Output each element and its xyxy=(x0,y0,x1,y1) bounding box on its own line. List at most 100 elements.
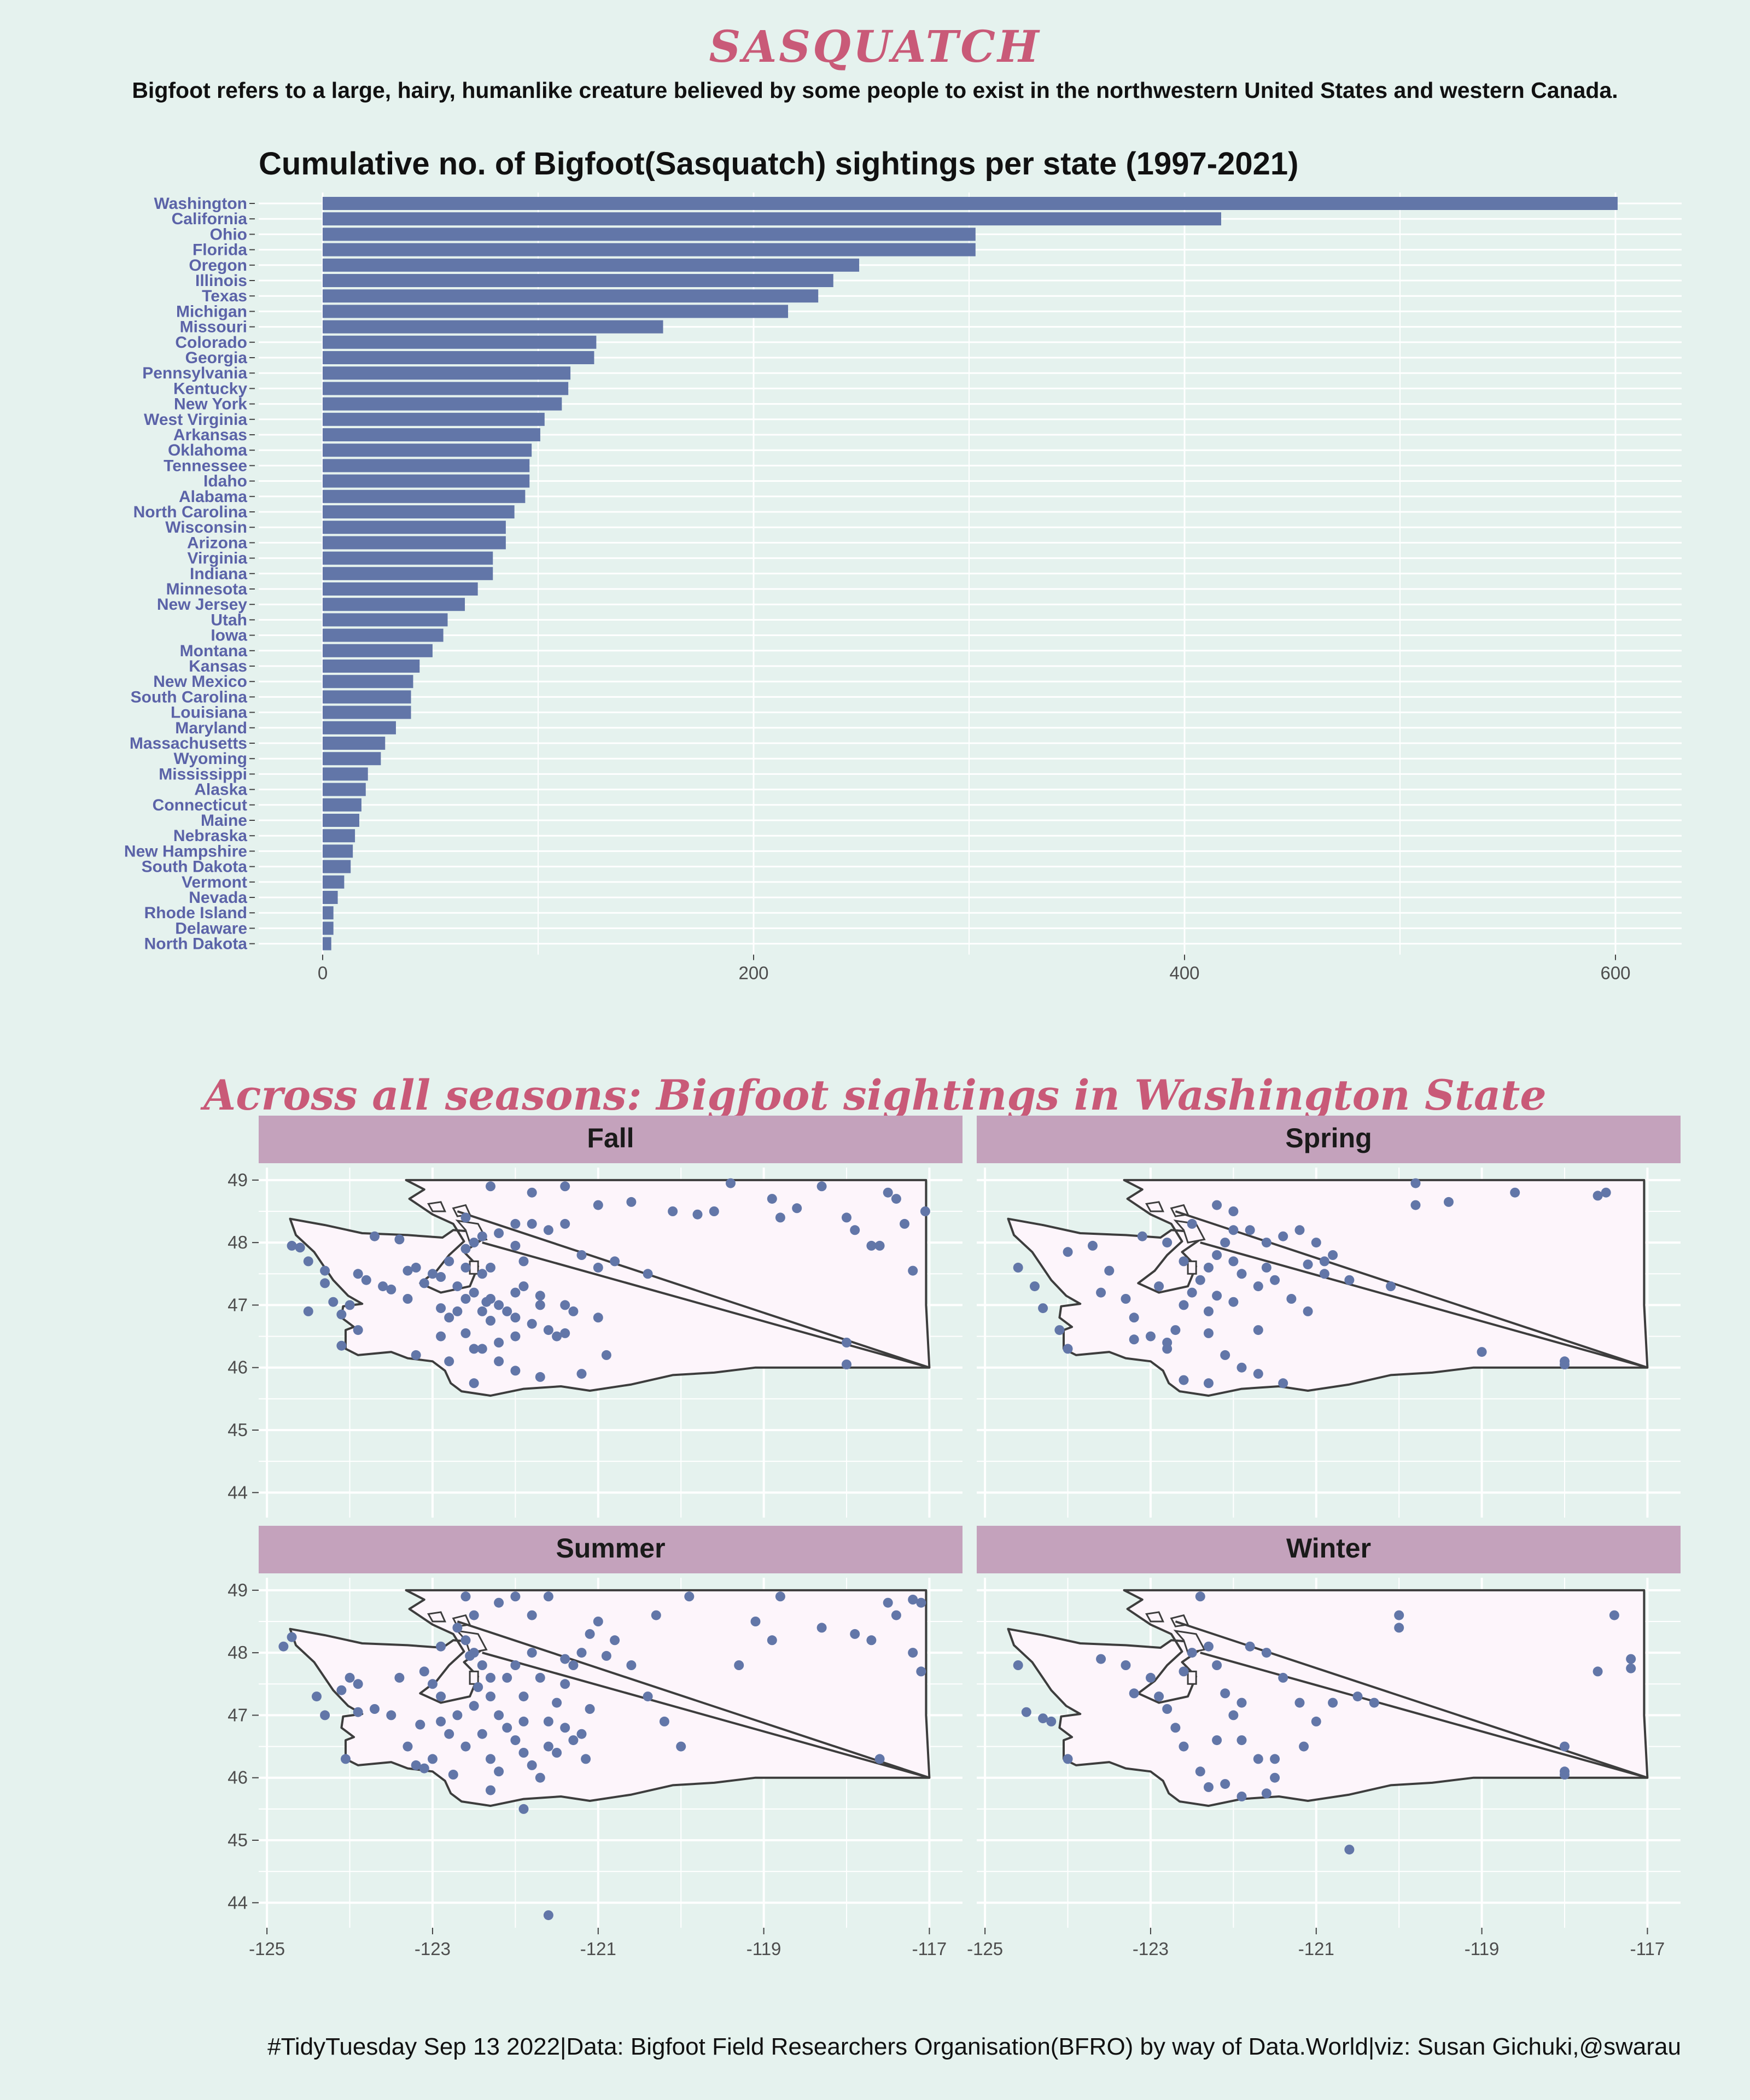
sighting-point xyxy=(900,1218,909,1229)
sighting-point xyxy=(386,1710,396,1720)
sighting-point xyxy=(1154,1281,1164,1292)
sighting-point xyxy=(816,1181,827,1192)
island-outline xyxy=(469,1670,479,1685)
sighting-point xyxy=(535,1372,545,1382)
sighting-point xyxy=(1286,1294,1297,1304)
sighting-point xyxy=(543,1741,553,1752)
x-tick-label: 600 xyxy=(1600,963,1630,983)
state-label: Kentucky xyxy=(173,380,247,398)
sighting-point xyxy=(486,1672,495,1683)
sighting-point xyxy=(460,1294,471,1304)
state-label: New Mexico xyxy=(153,673,247,691)
sighting-point xyxy=(1170,1325,1181,1335)
state-label: North Dakota xyxy=(144,935,248,953)
sighting-point xyxy=(1096,1287,1106,1298)
sighting-point xyxy=(1369,1698,1379,1708)
y-tick-label: 45 xyxy=(228,1420,248,1440)
sighting-point xyxy=(510,1735,521,1746)
sighting-point xyxy=(1319,1256,1329,1267)
sighting-point xyxy=(469,1287,479,1298)
sighting-point xyxy=(1204,1378,1214,1389)
sighting-point xyxy=(610,1635,620,1646)
sighting-point xyxy=(1344,1845,1355,1855)
state-label: South Carolina xyxy=(131,688,248,706)
bar xyxy=(323,721,396,734)
sighting-point xyxy=(1236,1735,1247,1746)
sighting-point xyxy=(1394,1623,1404,1633)
sighting-point xyxy=(1187,1218,1197,1229)
sighting-point xyxy=(494,1300,504,1310)
sighting-point xyxy=(916,1597,926,1608)
sighting-point xyxy=(486,1316,495,1326)
sighting-point xyxy=(510,1240,521,1251)
state-label: Louisiana xyxy=(171,704,247,722)
facet-summer: Summer 44 45 46 47 48 49 -125 -123 -121 -119 -117 xyxy=(228,1526,962,1959)
y-tick-label: 49 xyxy=(228,1580,248,1600)
sighting-point xyxy=(1560,1356,1570,1367)
sighting-point xyxy=(1228,1710,1239,1720)
sighting-point xyxy=(1245,1641,1255,1652)
sighting-point xyxy=(378,1281,388,1292)
sighting-point xyxy=(1162,1338,1172,1348)
map-chart: Fall 44 45 46 47 48 49 Spring Summer 44 45 46 47 48 49… xyxy=(228,1116,1681,1959)
sighting-point xyxy=(626,1197,637,1207)
sighting-point xyxy=(543,1225,553,1235)
sighting-point xyxy=(560,1328,570,1338)
sighting-point xyxy=(1187,1648,1197,1658)
sighting-point xyxy=(1344,1275,1355,1285)
sighting-point xyxy=(402,1265,413,1276)
sighting-point xyxy=(908,1595,918,1605)
state-label: Ohio xyxy=(210,225,247,243)
bar xyxy=(323,937,331,950)
sighting-point xyxy=(1170,1723,1181,1733)
sighting-point xyxy=(303,1306,313,1316)
sighting-point xyxy=(486,1785,495,1795)
sighting-point xyxy=(1294,1225,1305,1235)
bar xyxy=(323,474,530,488)
sighting-point xyxy=(916,1666,926,1677)
sighting-point xyxy=(1038,1713,1048,1724)
sighting-point xyxy=(576,1729,587,1739)
sighting-point xyxy=(1204,1262,1214,1273)
sighting-point xyxy=(494,1228,504,1238)
facet-strip xyxy=(977,1526,1681,1573)
y-tick-label: 47 xyxy=(228,1294,248,1315)
sighting-point xyxy=(1592,1666,1603,1677)
sighting-point xyxy=(510,1287,521,1298)
sighting-point xyxy=(601,1650,611,1661)
bar xyxy=(323,305,789,318)
sighting-point xyxy=(1195,1275,1205,1285)
state-label: Iowa xyxy=(211,627,247,645)
sighting-point xyxy=(527,1218,537,1229)
island-outline xyxy=(1145,1201,1165,1212)
washington-outline xyxy=(1007,1179,1649,1397)
sighting-point xyxy=(1299,1741,1309,1752)
sighting-point xyxy=(518,1716,529,1726)
sighting-point xyxy=(527,1760,537,1770)
sighting-point xyxy=(320,1278,330,1288)
sighting-point xyxy=(1129,1334,1139,1345)
y-tick-label: 45 xyxy=(228,1830,248,1850)
sighting-point xyxy=(444,1256,454,1267)
sighting-point xyxy=(1236,1698,1247,1708)
state-label: Pennsylvania xyxy=(142,364,247,382)
sighting-point xyxy=(527,1187,537,1198)
washington-outline xyxy=(289,1589,931,1807)
bar xyxy=(323,567,493,580)
state-label: Florida xyxy=(192,241,247,259)
sighting-point xyxy=(560,1218,570,1229)
sighting-point xyxy=(510,1331,521,1341)
sighting-point xyxy=(883,1597,893,1608)
y-tick-label: 49 xyxy=(228,1170,248,1190)
sighting-point xyxy=(1311,1716,1321,1726)
sighting-point xyxy=(415,1719,425,1730)
sighting-point xyxy=(1187,1287,1197,1298)
state-label: Connecticut xyxy=(153,796,247,814)
sighting-point xyxy=(874,1240,885,1251)
sighting-point xyxy=(411,1262,421,1273)
sighting-point xyxy=(767,1635,777,1646)
sighting-point xyxy=(535,1291,545,1301)
bar-chart: WashingtonCaliforniaOhioFloridaOregonIll… xyxy=(124,192,1682,983)
sighting-point xyxy=(610,1256,620,1267)
bar xyxy=(323,459,530,472)
